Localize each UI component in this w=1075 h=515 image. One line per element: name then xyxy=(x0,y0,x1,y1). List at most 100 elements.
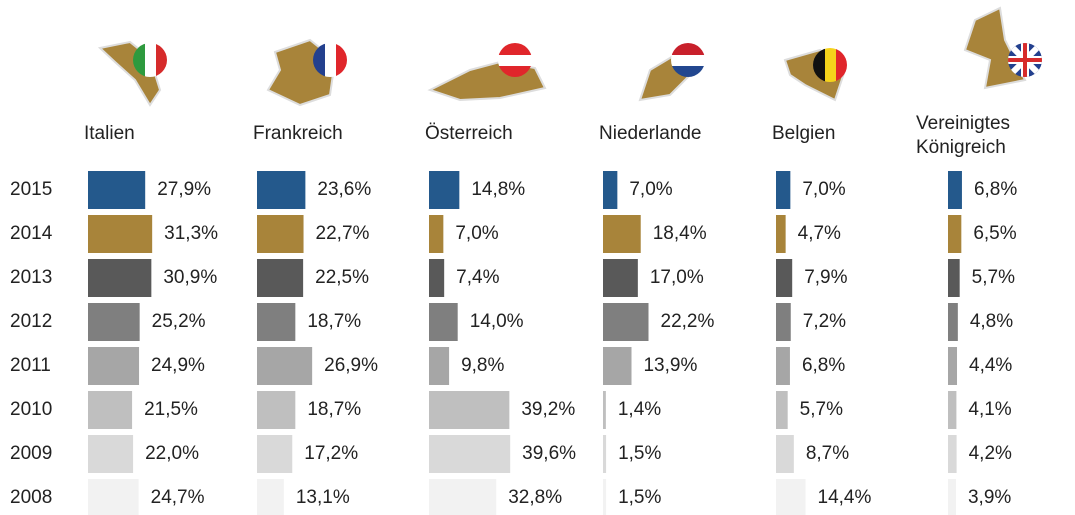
value-label: 17,2% xyxy=(304,443,358,464)
flag xyxy=(671,43,705,77)
bar xyxy=(88,435,134,473)
bar xyxy=(948,347,958,385)
value-label: 31,3% xyxy=(164,223,218,244)
bar xyxy=(776,347,790,385)
value-label: 6,8% xyxy=(802,355,845,376)
bar xyxy=(776,479,806,515)
bar xyxy=(776,259,793,297)
bar xyxy=(88,259,152,297)
value-label: 24,7% xyxy=(151,487,205,508)
value-label: 39,2% xyxy=(521,399,575,420)
value-label: 5,7% xyxy=(972,267,1015,288)
value-label: 7,0% xyxy=(802,179,845,200)
bar xyxy=(776,171,791,209)
value-label: 21,5% xyxy=(144,399,198,420)
value-label: 27,9% xyxy=(157,179,211,200)
value-label: 4,2% xyxy=(969,443,1012,464)
flag xyxy=(813,48,847,82)
bar xyxy=(776,215,786,253)
bar xyxy=(776,435,794,473)
bar xyxy=(257,479,284,515)
bar xyxy=(429,435,511,473)
bar xyxy=(257,215,304,253)
country-name: Belgien xyxy=(772,123,836,144)
bar xyxy=(948,435,957,473)
bar xyxy=(429,303,458,341)
country-name: Frankreich xyxy=(253,123,343,144)
year-label: 2010 xyxy=(10,399,52,420)
year-label: 2011 xyxy=(10,355,51,376)
value-label: 1,4% xyxy=(618,399,661,420)
bar xyxy=(776,391,788,429)
bar xyxy=(429,171,460,209)
bar xyxy=(603,479,607,515)
bar xyxy=(603,171,618,209)
value-label: 7,0% xyxy=(629,179,672,200)
value-label: 22,0% xyxy=(145,443,199,464)
bar xyxy=(88,391,133,429)
value-label: 13,9% xyxy=(643,355,697,376)
value-label: 32,8% xyxy=(508,487,562,508)
value-label: 9,8% xyxy=(461,355,504,376)
bar xyxy=(948,215,962,253)
value-label: 4,7% xyxy=(798,223,841,244)
bar xyxy=(88,347,140,385)
value-label: 6,8% xyxy=(974,179,1017,200)
value-label: 8,7% xyxy=(806,443,849,464)
bar xyxy=(948,171,962,209)
value-label: 18,7% xyxy=(307,399,361,420)
bar xyxy=(429,259,445,297)
bar xyxy=(257,435,293,473)
country-name: Vereinigtes Königreich xyxy=(916,113,1011,158)
value-label: 24,9% xyxy=(151,355,205,376)
bar xyxy=(429,347,450,385)
value-label: 6,5% xyxy=(973,223,1016,244)
bar xyxy=(257,347,313,385)
value-label: 18,7% xyxy=(307,311,361,332)
value-label: 3,9% xyxy=(968,487,1011,508)
country-name: Österreich xyxy=(425,123,513,144)
flag xyxy=(313,43,347,77)
value-label: 18,4% xyxy=(653,223,707,244)
bar xyxy=(257,171,306,209)
country-name: Niederlande xyxy=(599,123,702,144)
bar xyxy=(603,435,607,473)
flag xyxy=(133,43,167,77)
bar xyxy=(88,479,139,515)
value-label: 1,5% xyxy=(618,443,661,464)
bar xyxy=(88,303,140,341)
value-label: 5,7% xyxy=(800,399,843,420)
value-label: 7,2% xyxy=(803,311,846,332)
bar xyxy=(257,259,304,297)
year-label: 2012 xyxy=(10,311,52,332)
value-label: 39,6% xyxy=(522,443,576,464)
year-label: 2009 xyxy=(10,443,52,464)
bar xyxy=(257,391,296,429)
bar xyxy=(948,479,956,515)
bar xyxy=(429,215,444,253)
value-label: 22,5% xyxy=(315,267,369,288)
value-label: 22,2% xyxy=(661,311,715,332)
country-name: Italien xyxy=(84,123,135,144)
value-label: 22,7% xyxy=(316,223,370,244)
year-label: 2013 xyxy=(10,267,52,288)
bar xyxy=(603,259,638,297)
bar xyxy=(257,303,296,341)
bar xyxy=(948,303,958,341)
value-label: 26,9% xyxy=(324,355,378,376)
value-label: 7,0% xyxy=(455,223,498,244)
year-label: 2015 xyxy=(10,179,52,200)
bar xyxy=(603,303,649,341)
value-label: 30,9% xyxy=(163,267,217,288)
bar xyxy=(429,479,497,515)
year-label: 2008 xyxy=(10,487,52,508)
value-label: 4,8% xyxy=(970,311,1013,332)
bar xyxy=(429,391,510,429)
value-label: 23,6% xyxy=(317,179,371,200)
value-label: 25,2% xyxy=(152,311,206,332)
value-label: 7,4% xyxy=(456,267,499,288)
flag xyxy=(498,43,532,77)
value-label: 4,4% xyxy=(969,355,1012,376)
